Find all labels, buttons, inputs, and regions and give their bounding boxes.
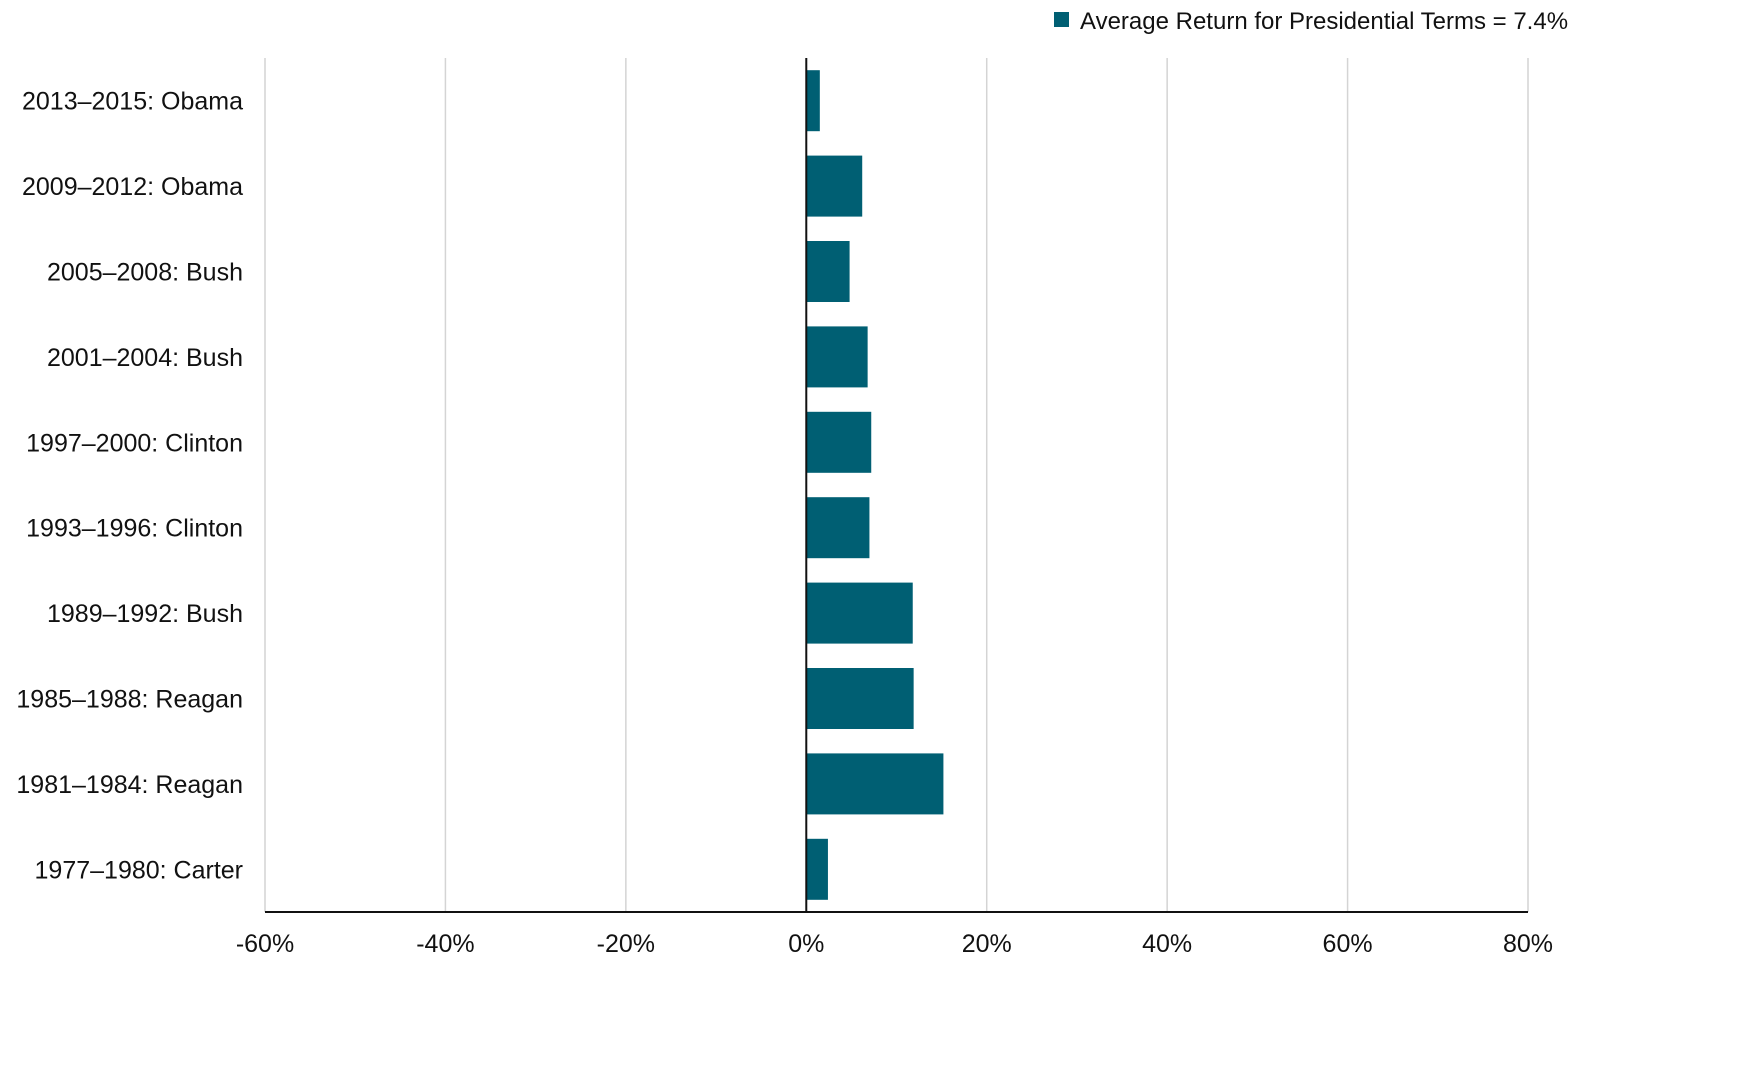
x-tick-label: 60% (1323, 930, 1373, 958)
bar (806, 411, 872, 473)
category-label: 2013–2015: Obama (22, 88, 243, 116)
x-tick-label: 40% (1142, 930, 1192, 958)
category-label: 2001–2004: Bush (47, 344, 243, 372)
x-tick-label: -60% (236, 930, 294, 958)
bar (806, 155, 863, 217)
x-tick-label: 80% (1503, 930, 1553, 958)
category-label: 1997–2000: Clinton (26, 429, 243, 457)
category-label: 1981–1984: Reagan (16, 771, 243, 799)
bar (806, 753, 944, 815)
legend: Average Return for Presidential Terms = … (1054, 8, 1568, 35)
x-tick-label: 0% (788, 930, 824, 958)
category-label: 1977–1980: Carter (35, 856, 243, 884)
gridlines (264, 58, 1529, 912)
axes (265, 58, 1528, 913)
x-tick-labels: -60% -40% -20% 0% 20% 40% 60% 80% (236, 930, 1553, 958)
category-label: 1993–1996: Clinton (26, 515, 243, 543)
bar (806, 838, 828, 900)
bar (806, 497, 870, 559)
legend-swatch (1054, 12, 1069, 27)
category-label: 2009–2012: Obama (22, 173, 243, 201)
x-tick-label: -20% (597, 930, 655, 958)
bar (806, 326, 868, 388)
legend-label: Average Return for Presidential Terms = … (1080, 8, 1568, 35)
category-label: 2005–2008: Bush (47, 259, 243, 287)
bar (806, 241, 850, 302)
bar (806, 582, 913, 644)
category-labels: 2013–2015: Obama 2009–2012: Obama 2005–200… (16, 88, 243, 885)
x-tick-label: 20% (962, 930, 1012, 958)
bar (806, 70, 820, 132)
bars (806, 70, 944, 900)
x-tick-label: -40% (416, 930, 474, 958)
category-label: 1985–1988: Reagan (16, 686, 243, 714)
category-label: 1989–1992: Bush (47, 600, 243, 628)
bar (806, 668, 914, 729)
